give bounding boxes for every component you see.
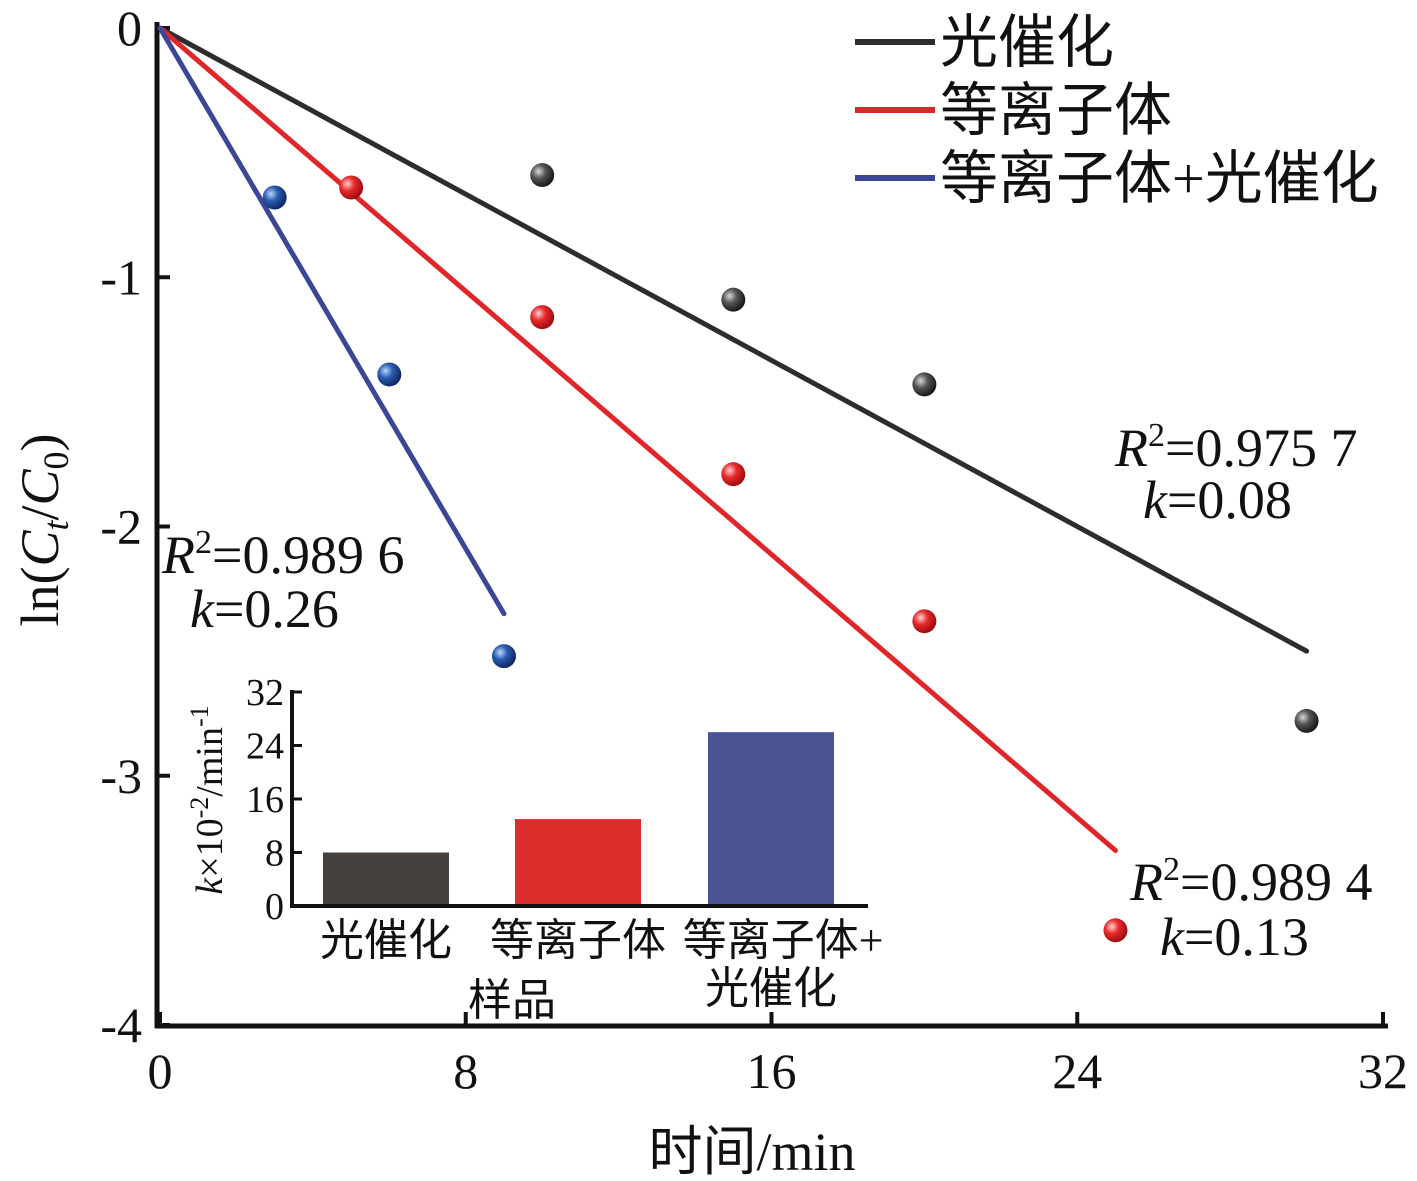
data-point-series-1	[912, 609, 937, 634]
x-tick-label: 16	[747, 1043, 797, 1099]
legend-label-combined: 等离子体+光催化	[940, 146, 1379, 211]
data-point-series-1	[1103, 918, 1128, 943]
inset-category-label: 光催化	[320, 916, 452, 965]
inset-tick-group: 0 8 16 24 32	[246, 672, 302, 928]
x-tick-label: 32	[1358, 1043, 1408, 1099]
inset-bar	[323, 852, 449, 904]
inset-y-tick-label: 8	[265, 833, 284, 875]
annotation-r2-plasma: R2=0.989 4	[1129, 851, 1372, 912]
annotation-combined: R2=0.989 6 k=0.26	[161, 524, 404, 639]
inset-y-tick-label: 24	[246, 726, 284, 768]
annotation-r2-photocatalysis: R2=0.975 7	[1114, 417, 1357, 478]
inset-category-group: 光催化 等离子体 等离子体+光催化	[320, 916, 883, 1013]
x-axis-title: 时间/min	[648, 1122, 855, 1181]
annotation-r2-combined: R2=0.989 6	[161, 524, 404, 585]
x-tick-label: 8	[453, 1043, 478, 1099]
fit-line-series-2	[157, 25, 507, 617]
annotation-plasma: R2=0.989 4 k=0.13	[1129, 851, 1372, 967]
annotation-k-plasma: k=0.13	[1160, 907, 1309, 967]
y-tick-label: -4	[100, 997, 142, 1053]
data-point-series-1	[530, 305, 555, 330]
inset-category-label: 光催化	[705, 964, 837, 1013]
x-tick-group: 0 8 16 24 32	[148, 1012, 1408, 1099]
annotation-k-combined: k=0.26	[190, 579, 339, 639]
y-tick-group: 0 -1 -2 -3 -4	[100, 0, 170, 1053]
inset-bar	[708, 732, 834, 904]
y-title-part-slash: /	[10, 505, 70, 520]
y-title-part-c: C	[10, 530, 70, 567]
y-tick-label: 0	[117, 0, 142, 56]
y-title-part-ln: ln(	[10, 567, 70, 627]
data-point-series-1	[339, 175, 364, 200]
inset-x-axis-title: 样品	[468, 976, 556, 1025]
fit-line-group	[157, 25, 1310, 854]
data-point-series-0	[721, 287, 746, 312]
y-title-part-0: 0	[36, 451, 76, 469]
y-tick-label: -1	[100, 249, 142, 305]
x-tick-label: 24	[1052, 1043, 1102, 1099]
data-point-series-0	[530, 163, 555, 188]
data-point-series-1	[721, 462, 746, 487]
fit-line-series-1	[157, 25, 1118, 854]
inset-y-tick-label: 0	[265, 886, 284, 928]
y-tick-label: -3	[100, 748, 142, 804]
data-point-series-2	[377, 362, 402, 387]
inset-y-axis-title: k×10-2/min-1	[185, 705, 231, 894]
data-point-group	[262, 163, 1319, 943]
data-point-series-0	[912, 372, 937, 397]
inset-y-tick-label: 16	[246, 779, 284, 821]
annotation-photocatalysis: R2=0.975 7 k=0.08	[1114, 417, 1357, 530]
inset-bar-group	[323, 732, 834, 904]
data-point-series-2	[491, 644, 516, 669]
inset-category-label: 等离子体+	[683, 916, 884, 965]
y-title-part-close: )	[10, 433, 70, 451]
legend-label-plasma: 等离子体	[940, 78, 1172, 143]
y-axis-title: ln(Ct/C0)	[10, 433, 76, 626]
fit-line-series-0	[157, 25, 1310, 654]
annotation-k-photocatalysis: k=0.08	[1143, 470, 1292, 530]
inset-y-tick-label: 32	[246, 672, 284, 714]
x-tick-label: 0	[148, 1043, 173, 1099]
inset-bar	[515, 819, 641, 904]
data-point-series-0	[1294, 708, 1319, 733]
y-title-part-c0: C	[10, 468, 70, 505]
inset-category-label: 等离子体	[490, 916, 666, 965]
y-title-part-t: t	[36, 520, 76, 531]
legend-label-photocatalysis: 光催化	[940, 10, 1114, 75]
y-tick-label: -2	[100, 499, 142, 555]
data-point-series-2	[262, 185, 287, 210]
legend: 光催化 等离子体 等离子体+光催化	[855, 10, 1379, 211]
